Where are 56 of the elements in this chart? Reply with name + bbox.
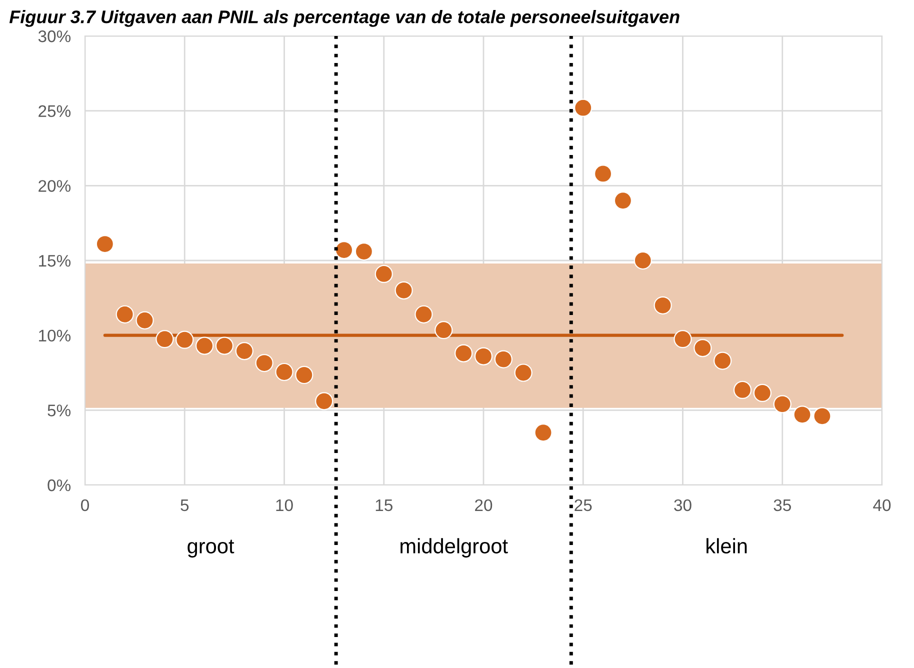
point (176, 330, 194, 349)
point (674, 330, 692, 348)
point (156, 330, 174, 348)
point (215, 336, 234, 355)
text: middelgroot (400, 538, 508, 558)
y-tick-label: 25% (38, 105, 71, 118)
y-tick-label: 0% (48, 479, 71, 492)
point (773, 395, 792, 414)
y-tick-label: 20% (38, 180, 71, 192)
y-tick-label: 15% (39, 254, 71, 267)
point (494, 350, 512, 368)
point (753, 384, 772, 402)
point (694, 338, 712, 358)
point (275, 362, 294, 382)
point (255, 354, 274, 372)
point (195, 336, 214, 355)
point (434, 321, 453, 340)
point (235, 342, 254, 360)
point (474, 347, 493, 366)
point (514, 364, 532, 382)
point (634, 251, 652, 270)
y-tick-label: 5% (48, 404, 71, 416)
point (414, 305, 433, 324)
x-tick-label: 0 (81, 499, 89, 512)
point (374, 264, 393, 284)
x-tick-label: 20 (475, 499, 492, 512)
y-tick-label: 10% (39, 330, 71, 342)
point (315, 392, 334, 410)
point (334, 240, 354, 260)
point (733, 380, 752, 400)
chart-title: Figuur 3.7 Uitgaven aan PNIL als percentage van de totale personeelsuitgaven (9, 10, 680, 27)
text: groot (188, 540, 234, 558)
point (394, 281, 413, 300)
point (354, 242, 374, 261)
point (654, 296, 672, 314)
text: klein (706, 538, 747, 554)
point (714, 352, 732, 370)
y-tick-label: 30% (38, 30, 71, 42)
x-tick-label: 25 (574, 499, 592, 512)
x-tick-label: 35 (774, 499, 791, 512)
point (116, 305, 134, 324)
point (574, 98, 592, 117)
point (96, 234, 114, 254)
point (295, 366, 314, 384)
x-tick-label: 15 (376, 500, 392, 512)
x-tick-label: 30 (674, 499, 692, 512)
point (534, 424, 552, 442)
point (136, 311, 154, 330)
point (813, 407, 832, 426)
point (614, 192, 632, 210)
point (454, 344, 473, 362)
x-tick-label: 5 (180, 500, 189, 512)
point (793, 406, 812, 424)
x-tick-label: 10 (276, 499, 293, 512)
point (594, 164, 612, 183)
x-tick-label: 40 (873, 499, 891, 512)
